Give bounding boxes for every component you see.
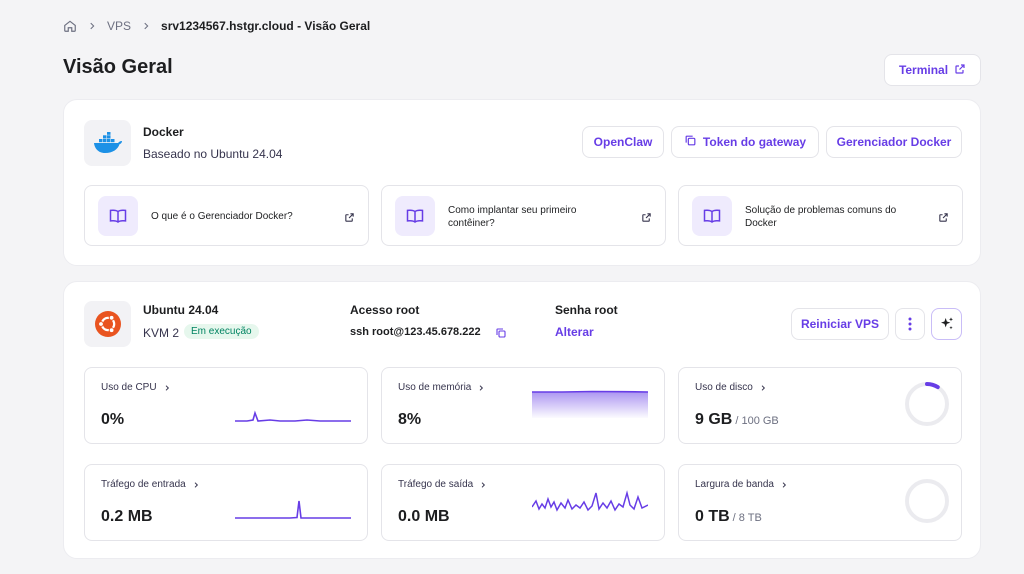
terminal-button[interactable]: Terminal: [884, 54, 981, 86]
outbound-traffic-label: Tráfego de saída: [398, 479, 474, 490]
chevron-right-icon: [141, 21, 151, 31]
gateway-token-label: Token do gateway: [702, 135, 807, 149]
bandwidth-label: Largura de banda: [695, 479, 774, 490]
change-password-link[interactable]: Alterar: [555, 325, 594, 339]
more-vertical-icon[interactable]: [895, 308, 925, 340]
breadcrumb: VPS srv1234567.hstgr.cloud - Visão Geral: [63, 17, 370, 35]
bandwidth-total: / 8 TB: [732, 512, 762, 524]
book-icon: [98, 196, 138, 236]
chevron-right-icon: [782, 481, 787, 488]
guide-text: Como implantar seu primeiro contêiner?: [448, 204, 577, 229]
vps-plan: KVM 2: [143, 326, 180, 340]
bandwidth-card[interactable]: Largura de banda 0 TB/ 8 TB: [678, 464, 962, 541]
memory-usage-value: 8%: [398, 411, 422, 428]
book-icon: [692, 196, 732, 236]
guide-text: O que é o Gerenciador Docker?: [151, 211, 293, 222]
disk-usage-value: 9 GB: [695, 411, 733, 428]
root-access-label: Acesso root: [350, 303, 420, 317]
inbound-traffic-card[interactable]: Tráfego de entrada 0.2 MB: [84, 464, 368, 541]
memory-usage-card[interactable]: Uso de memória 8%: [381, 367, 665, 444]
bandwidth-ring: [905, 479, 949, 523]
root-access-value: ssh root@123.45.678.222: [350, 326, 481, 338]
memory-usage-label: Uso de memória: [398, 382, 472, 393]
terminal-button-label: Terminal: [898, 63, 949, 77]
copy-icon: [684, 134, 697, 150]
app-name: Docker: [143, 125, 184, 139]
root-password-label: Senha root: [555, 303, 618, 317]
sparkles-icon[interactable]: [931, 308, 962, 340]
guide-card[interactable]: Solução de problemas comuns do Docker: [678, 185, 963, 246]
cpu-sparkline: [235, 410, 351, 422]
bandwidth-value: 0 TB: [695, 508, 730, 525]
guide-card[interactable]: Como implantar seu primeiro contêiner?: [381, 185, 666, 246]
chevron-right-icon: [761, 384, 765, 391]
breadcrumb-vps[interactable]: VPS: [107, 19, 132, 33]
disk-usage-card[interactable]: Uso de disco 9 GB/ 100 GB: [678, 367, 962, 444]
page-title: Visão Geral: [63, 56, 173, 78]
inbound-traffic-label: Tráfego de entrada: [101, 479, 186, 490]
ubuntu-icon: [84, 301, 131, 347]
cpu-usage-label: Uso de CPU: [101, 382, 157, 393]
docker-manager-label: Gerenciador Docker: [836, 135, 952, 149]
disk-usage-total: / 100 GB: [735, 415, 779, 427]
book-icon: [395, 196, 435, 236]
vps-os: Ubuntu 24.04: [143, 303, 219, 317]
external-link-icon: [954, 63, 966, 78]
chevron-right-icon: [194, 481, 198, 488]
gateway-token-button[interactable]: Token do gateway: [671, 126, 819, 158]
outbound-traffic-card[interactable]: Tráfego de saída 0.0 MB: [381, 464, 665, 541]
disk-usage-label: Uso de disco: [695, 382, 753, 393]
chevron-right-icon: [87, 21, 97, 31]
guide-card[interactable]: O que é o Gerenciador Docker?: [84, 185, 369, 246]
app-subtitle: Baseado no Ubuntu 24.04: [143, 147, 283, 161]
openclaw-button[interactable]: OpenClaw: [582, 126, 664, 158]
restart-vps-button[interactable]: Reiniciar VPS: [791, 308, 889, 340]
chevron-right-icon: [481, 481, 486, 488]
docker-icon: [84, 120, 131, 166]
vps-card: Ubuntu 24.04 KVM 2 Em execução Acesso ro…: [63, 281, 981, 559]
chevron-right-icon: [480, 384, 484, 391]
restart-vps-label: Reiniciar VPS: [800, 317, 880, 331]
openclaw-button-label: OpenClaw: [593, 135, 653, 149]
app-card: Docker Baseado no Ubuntu 24.04 OpenClaw …: [63, 99, 981, 266]
guide-text: Solução de problemas comuns do Docker: [745, 204, 897, 229]
chevron-right-icon: [165, 384, 169, 391]
external-link-icon: [344, 210, 355, 228]
outbound-traffic-value: 0.0 MB: [398, 508, 450, 525]
inbound-traffic-value: 0.2 MB: [101, 508, 153, 525]
memory-sparkline: [532, 390, 648, 418]
copy-icon[interactable]: [495, 326, 507, 344]
external-link-icon: [641, 210, 652, 228]
external-link-icon: [938, 210, 949, 228]
docker-manager-button[interactable]: Gerenciador Docker: [826, 126, 962, 158]
status-badge: Em execução: [184, 324, 259, 339]
cpu-usage-value: 0%: [101, 411, 125, 428]
inbound-sparkline: [235, 500, 351, 519]
cpu-usage-card[interactable]: Uso de CPU 0%: [84, 367, 368, 444]
disk-usage-ring: [905, 382, 949, 426]
outbound-sparkline: [532, 490, 648, 512]
breadcrumb-current: srv1234567.hstgr.cloud - Visão Geral: [161, 19, 371, 33]
home-icon[interactable]: [63, 19, 77, 33]
